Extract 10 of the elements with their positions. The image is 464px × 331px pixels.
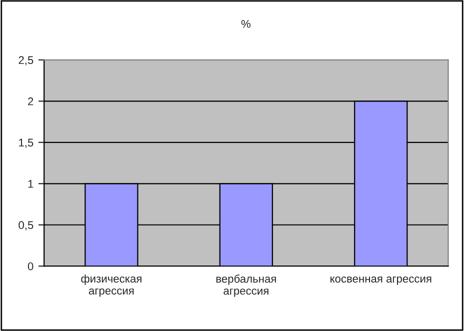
y-tick-label: 2 [28,97,34,106]
chart-title: % [241,20,250,28]
x-tick-label: физическая агрессия [81,274,142,297]
y-tick-label: 1,5 [19,138,34,148]
x-tick-label: косвенная агрессия [330,276,432,285]
y-tick-label: 1 [28,180,34,188]
y-tick-label: 0 [28,262,34,270]
y-tick-label: 2,5 [18,56,34,66]
x-tick-label: вербальная агрессия [216,274,276,297]
y-tick-label: 0,5 [18,221,34,230]
